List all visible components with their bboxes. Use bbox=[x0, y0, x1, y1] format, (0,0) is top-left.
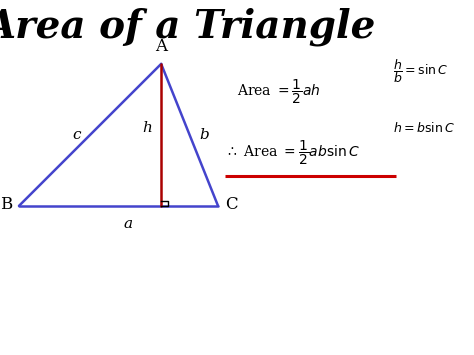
Text: b: b bbox=[199, 128, 209, 142]
Text: h: h bbox=[142, 121, 152, 135]
Text: $h=b\sin C$: $h=b\sin C$ bbox=[393, 121, 455, 135]
Text: $\therefore$ Area $=\dfrac{1}{2}ab\sin C$: $\therefore$ Area $=\dfrac{1}{2}ab\sin C… bbox=[225, 138, 360, 167]
Text: c: c bbox=[72, 128, 81, 142]
Text: Area of a Triangle: Area of a Triangle bbox=[0, 7, 375, 45]
Text: Area $=\dfrac{1}{2}ah$: Area $=\dfrac{1}{2}ah$ bbox=[237, 78, 320, 106]
Text: A: A bbox=[155, 38, 167, 55]
Text: a: a bbox=[123, 217, 133, 230]
Text: C: C bbox=[225, 196, 238, 213]
Text: B: B bbox=[0, 196, 12, 213]
Text: $\dfrac{h}{b}=\sin C$: $\dfrac{h}{b}=\sin C$ bbox=[393, 57, 449, 85]
